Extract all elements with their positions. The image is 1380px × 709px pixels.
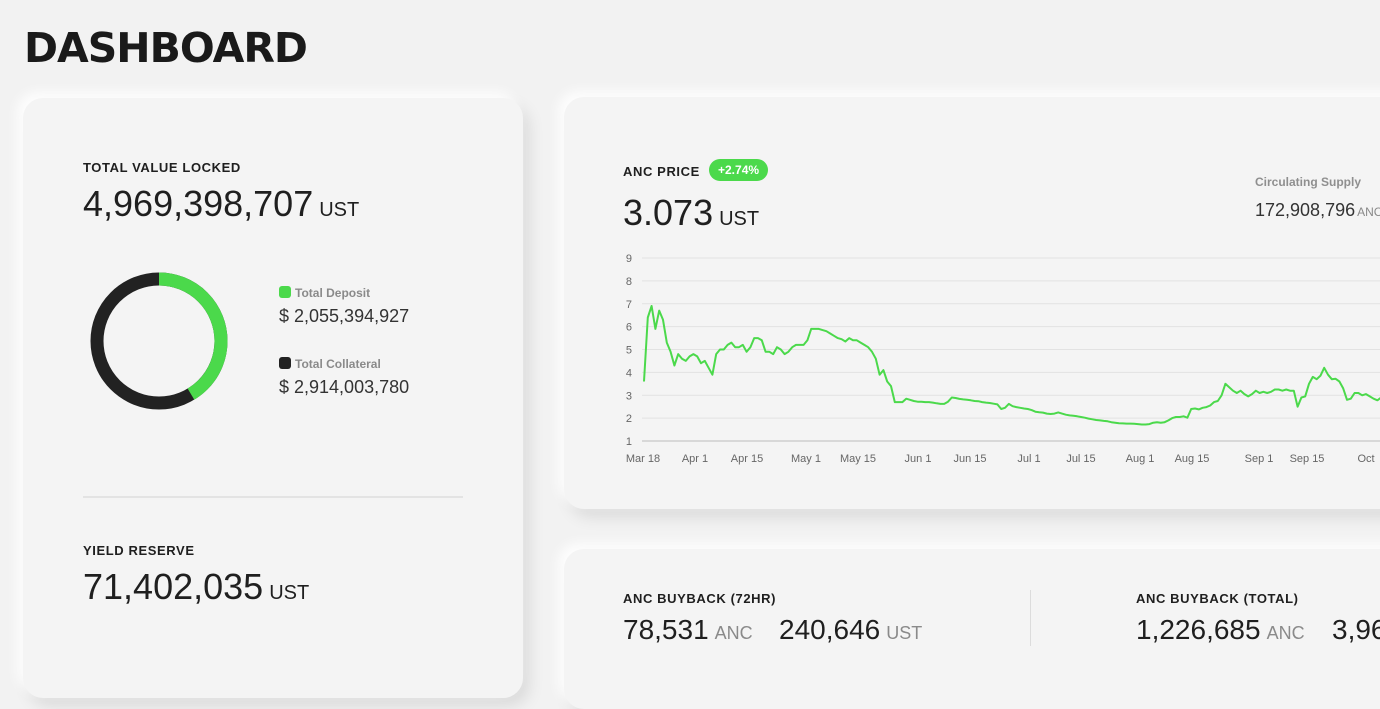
x-tick-label: Jun 1 bbox=[905, 453, 932, 465]
buyback-total-anc-amount: 1,226,685 bbox=[1136, 614, 1261, 645]
yield-reserve-label: YIELD RESERVE bbox=[83, 543, 195, 558]
legend-total-deposit: Total Deposit $ 2,055,394,927 bbox=[279, 284, 409, 326]
buyback-total-anc-unit: ANC bbox=[1266, 623, 1305, 643]
anc-price-chart[interactable]: 1 2 3 4 5 6 7 8 9 Mar 18 Apr 1 Apr 15 May 1 May 15 Jun… bbox=[600, 245, 1380, 470]
x-tick-label: Aug 1 bbox=[1126, 453, 1155, 465]
tvl-label: TOTAL VALUE LOCKED bbox=[83, 160, 241, 175]
circulating-supply-label: Circulating Supply bbox=[1255, 175, 1362, 189]
buyback-72h-ust-amount: 240,646 bbox=[779, 614, 881, 645]
collateral-swatch bbox=[279, 357, 291, 369]
deposit-label: Total Deposit bbox=[295, 286, 371, 300]
buyback-divider bbox=[1030, 590, 1031, 646]
buyback-total-label: ANC BUYBACK (TOTAL) bbox=[1136, 591, 1299, 606]
x-tick-label: May 1 bbox=[791, 453, 821, 465]
divider bbox=[83, 496, 463, 498]
tvl-donut-chart bbox=[90, 272, 228, 410]
y-tick-label: 7 bbox=[626, 299, 632, 311]
collateral-label: Total Collateral bbox=[295, 357, 381, 371]
deposit-value: $ 2,055,394,927 bbox=[279, 306, 410, 326]
donut-deposit-arc bbox=[90, 272, 228, 410]
buyback-total-anc: 1,226,685 ANC bbox=[1136, 614, 1305, 646]
circulating-supply-amount: 172,908,796 bbox=[1255, 200, 1356, 220]
buyback-72h-label: ANC BUYBACK (72HR) bbox=[623, 591, 777, 606]
yield-reserve-value: 71,402,035 UST bbox=[83, 566, 309, 608]
legend-total-collateral: Total Collateral $ 2,914,003,780 bbox=[279, 355, 409, 397]
deposit-swatch bbox=[279, 286, 291, 298]
collateral-value: $ 2,914,003,780 bbox=[279, 377, 410, 397]
y-tick-label: 3 bbox=[626, 390, 632, 402]
page-title: DASHBOARD bbox=[24, 24, 308, 72]
tvl-value: 4,969,398,707 UST bbox=[83, 183, 359, 225]
x-tick-label: Apr 1 bbox=[682, 453, 708, 465]
buyback-72h-ust-unit: UST bbox=[886, 623, 923, 643]
tvl-card bbox=[23, 98, 523, 698]
tvl-amount: 4,969,398,707 bbox=[83, 183, 314, 224]
buyback-total-ust-amount: 3,96 bbox=[1332, 614, 1380, 645]
yield-reserve-amount: 71,402,035 bbox=[83, 566, 264, 607]
y-tick-label: 4 bbox=[626, 367, 632, 379]
x-tick-label: Aug 15 bbox=[1175, 453, 1210, 465]
anc-price-unit: UST bbox=[719, 208, 760, 230]
x-tick-label: May 15 bbox=[840, 453, 876, 465]
x-tick-label: Oct bbox=[1357, 453, 1374, 465]
price-change-badge: +2.74% bbox=[709, 159, 769, 181]
yield-reserve-unit: UST bbox=[269, 582, 310, 604]
buyback-72h-anc: 78,531 ANC bbox=[623, 614, 753, 646]
price-line bbox=[643, 305, 1380, 426]
tvl-unit: UST bbox=[319, 199, 360, 221]
x-tick-label: Apr 15 bbox=[731, 453, 763, 465]
x-tick-label: Sep 1 bbox=[1245, 453, 1274, 465]
x-tick-label: Jul 1 bbox=[1017, 453, 1040, 465]
anc-price-amount: 3.073 bbox=[623, 192, 714, 233]
anc-price-value: 3.073 UST bbox=[623, 192, 759, 234]
y-tick-label: 8 bbox=[626, 276, 632, 288]
y-tick-label: 1 bbox=[626, 436, 632, 448]
anc-price-label: ANC PRICE bbox=[623, 164, 700, 179]
x-tick-label: Jun 15 bbox=[953, 453, 986, 465]
x-tick-label: Jul 15 bbox=[1066, 453, 1095, 465]
x-tick-label: Mar 18 bbox=[626, 453, 660, 465]
x-tick-label: Sep 15 bbox=[1290, 453, 1325, 465]
y-tick-label: 5 bbox=[626, 345, 632, 357]
y-tick-label: 9 bbox=[626, 253, 632, 265]
buyback-72h-anc-amount: 78,531 bbox=[623, 614, 709, 645]
y-tick-label: 2 bbox=[626, 413, 632, 425]
anc-price-card bbox=[564, 97, 1380, 509]
buyback-72h-anc-unit: ANC bbox=[714, 623, 753, 643]
buyback-72h-ust: 240,646 UST bbox=[779, 614, 922, 646]
buyback-total-ust: 3,96 bbox=[1332, 614, 1380, 646]
circulating-supply-value: 172,908,796 ANC bbox=[1255, 200, 1380, 221]
circulating-supply-unit: ANC bbox=[1357, 205, 1380, 219]
buyback-card bbox=[564, 549, 1380, 709]
y-tick-label: 6 bbox=[626, 322, 632, 334]
